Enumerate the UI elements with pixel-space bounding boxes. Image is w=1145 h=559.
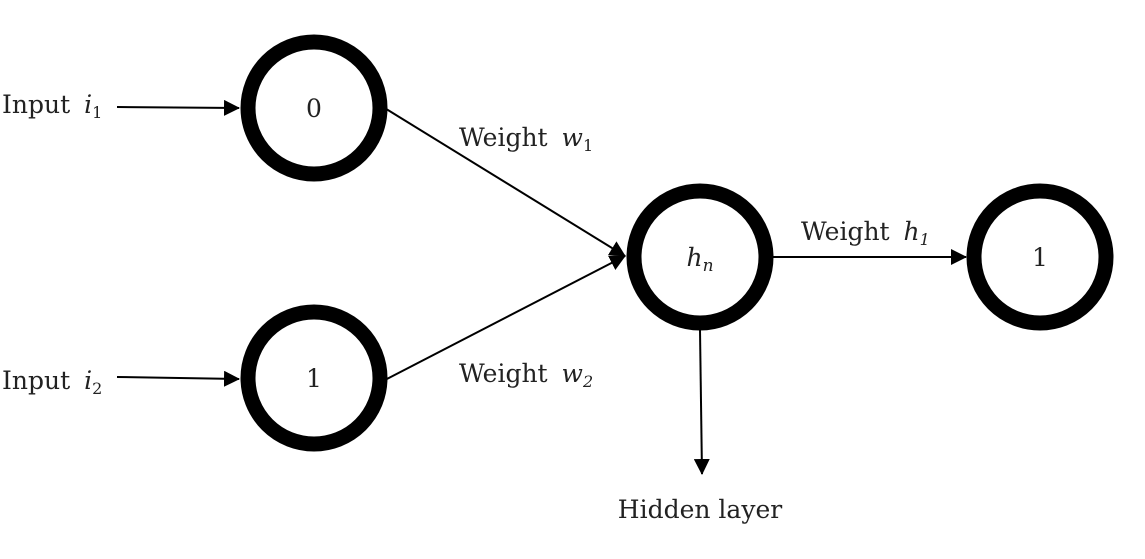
weight-2-label: Weight w2	[459, 359, 593, 391]
input-1-arrow	[116, 99, 240, 116]
input-2-label-var: i	[84, 366, 92, 395]
weight-h-label-var: h	[904, 217, 920, 246]
weight-1-label: Weight w1	[459, 123, 593, 155]
input-2-label-sub: 2	[92, 379, 102, 398]
input-2-label: Input i2	[2, 366, 102, 398]
weight-2-label-var: w	[562, 359, 583, 388]
hidden-node-subscript: n	[703, 256, 714, 276]
hidden-layer-label: Hidden layer	[618, 495, 782, 524]
weight-h-label: Weight h1	[801, 217, 930, 249]
weight-2-edge	[382, 255, 626, 382]
input-node-2-value: 1	[306, 364, 322, 393]
weight-2-label-text: Weight	[459, 359, 556, 388]
weight-h-label-text: Weight	[801, 217, 898, 246]
weight-h-label-sub: 1	[920, 230, 930, 249]
weight-1-edge	[382, 106, 626, 257]
input-1-label: Input i1	[2, 90, 102, 122]
weight-1-label-sub: 1	[583, 136, 593, 155]
input-1-label-text: Input	[2, 90, 78, 119]
weight-1-label-var: w	[562, 123, 583, 152]
output-node-value: 1	[1032, 243, 1048, 272]
weight-1-label-text: Weight	[459, 123, 556, 152]
input-1-label-var: i	[84, 90, 92, 119]
hidden-layer-arrow	[693, 329, 710, 475]
input-1-label-sub: 1	[92, 103, 102, 122]
input-node-2: 1	[240, 304, 388, 452]
input-2-arrow	[116, 370, 240, 387]
input-node-1: 0	[240, 34, 388, 182]
weight-2-label-sub: 2	[582, 372, 593, 391]
output-node: 1	[966, 183, 1114, 331]
hidden-node-symbol: h	[686, 243, 702, 272]
hidden-node-label: hn	[686, 243, 713, 276]
hidden-node: hn	[626, 183, 774, 331]
input-node-1-value: 0	[306, 94, 322, 123]
input-2-label-text: Input	[2, 366, 78, 395]
